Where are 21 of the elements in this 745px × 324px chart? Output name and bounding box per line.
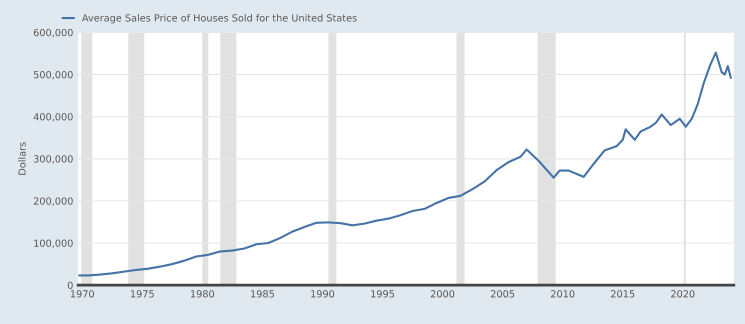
y-tick-label: 400,000 bbox=[34, 113, 73, 122]
y-tick-label: 0 bbox=[68, 282, 73, 289]
x-tick-label: 2005 bbox=[490, 290, 514, 298]
y-tick-label: 300,000 bbox=[34, 155, 73, 164]
y-tick-label: 100,000 bbox=[34, 239, 73, 248]
x-tick-label: 2015 bbox=[611, 290, 634, 298]
line-series bbox=[78, 52, 732, 276]
x-tick-label: 1975 bbox=[130, 290, 154, 298]
y-tick-label: 200,000 bbox=[34, 197, 73, 206]
y-axis-title: Dollars bbox=[18, 142, 26, 175]
y-tick-label: 500,000 bbox=[34, 71, 73, 80]
y-tick-label: 600,000 bbox=[34, 28, 73, 38]
x-tick-label: 2000 bbox=[430, 290, 454, 298]
x-tick-label: 1995 bbox=[371, 290, 394, 298]
x-tick-label: 1990 bbox=[311, 290, 334, 298]
legend-label: Average Sales Price of Houses Sold for the United States bbox=[82, 14, 357, 24]
x-tick-label: 2020 bbox=[671, 290, 695, 298]
x-tick-label: 1985 bbox=[251, 290, 274, 298]
x-tick-label: 1970 bbox=[70, 290, 94, 298]
x-tick-label: 2010 bbox=[551, 290, 574, 298]
x-tick-label: 1980 bbox=[191, 290, 214, 298]
